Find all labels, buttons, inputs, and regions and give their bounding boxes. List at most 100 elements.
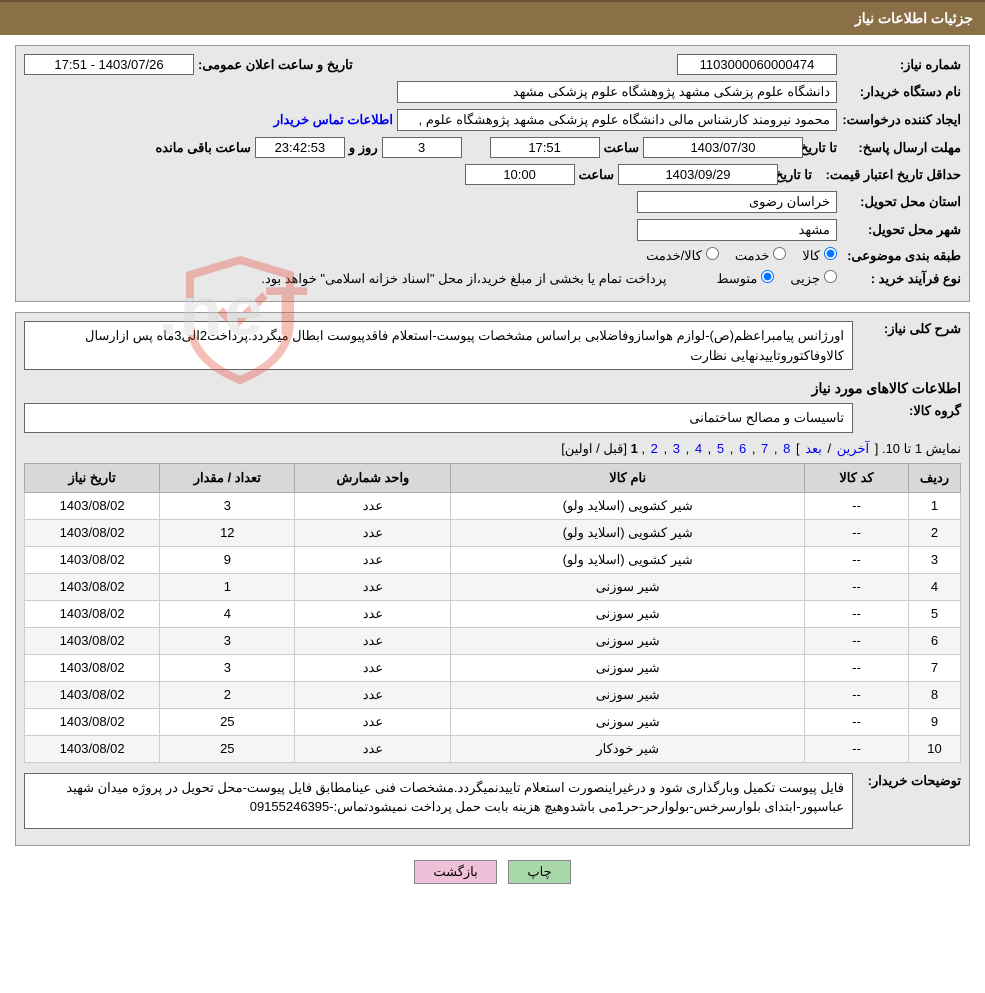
table-cell: 1403/08/02	[25, 546, 160, 573]
page-7-link[interactable]: 7	[761, 441, 768, 456]
cat-goods-option[interactable]: کالا	[802, 247, 837, 264]
table-cell: 1403/08/02	[25, 654, 160, 681]
deadline-date: 1403/07/30	[643, 137, 803, 158]
need-no-label: شماره نیاز:	[841, 57, 961, 73]
cat-goods-radio[interactable]	[824, 247, 837, 260]
table-cell: 1403/08/02	[25, 519, 160, 546]
table-cell: شیر سوزنی	[451, 681, 805, 708]
goods-table: ردیف کد کالا نام کالا واحد شمارش تعداد /…	[24, 463, 961, 763]
page-4-link[interactable]: 4	[695, 441, 702, 456]
days-and-label: روز و	[349, 140, 378, 156]
to-date-label-2: تا تاریخ:	[782, 167, 812, 183]
table-cell: 1403/08/02	[25, 492, 160, 519]
table-cell: --	[805, 519, 909, 546]
buyer-contact-link[interactable]: اطلاعات تماس خریدار	[274, 112, 393, 128]
page-8-link[interactable]: 8	[783, 441, 790, 456]
print-button[interactable]: چاپ	[508, 860, 570, 884]
cat-both-option[interactable]: کالا/خدمت	[646, 247, 719, 264]
category-label: طبقه بندی موضوعی:	[841, 248, 961, 264]
table-cell: 1403/08/02	[25, 681, 160, 708]
table-cell: --	[805, 600, 909, 627]
table-cell: شیر سوزنی	[451, 708, 805, 735]
page-next-link[interactable]: بعد	[805, 441, 822, 456]
back-button[interactable]: بازگشت	[414, 860, 496, 884]
page-6-link[interactable]: 6	[739, 441, 746, 456]
table-cell: --	[805, 681, 909, 708]
countdown-value: 23:42:53	[255, 137, 345, 158]
process-label: نوع فرآیند خرید :	[841, 271, 961, 287]
proc-medium-radio[interactable]	[761, 270, 774, 283]
announce-value: 1403/07/26 - 17:51	[24, 54, 194, 75]
table-cell: --	[805, 735, 909, 762]
need-no-value: 1103000060000474	[677, 54, 837, 75]
table-cell: 1403/08/02	[25, 627, 160, 654]
pagination-showing: نمایش 1 تا 10.	[882, 441, 961, 456]
buyer-label: نام دستگاه خریدار:	[841, 84, 961, 100]
table-cell: عدد	[295, 735, 451, 762]
page-last-link[interactable]: آخرین	[837, 441, 869, 456]
buyer-notes-label: توضیحات خریدار:	[861, 773, 961, 789]
table-cell: عدد	[295, 627, 451, 654]
table-cell: 3	[160, 627, 295, 654]
table-cell: 1403/08/02	[25, 573, 160, 600]
table-cell: شیر سوزنی	[451, 627, 805, 654]
th-date: تاریخ نیاز	[25, 463, 160, 492]
page-first-text: اولین	[565, 441, 593, 456]
cat-service-option[interactable]: خدمت	[735, 247, 787, 264]
table-cell: 3	[160, 492, 295, 519]
table-row: 1--شیر کشویی (اسلاید ولو)عدد31403/08/02	[25, 492, 961, 519]
table-cell: 8	[909, 681, 961, 708]
table-cell: 1403/08/02	[25, 600, 160, 627]
table-cell: 3	[909, 546, 961, 573]
table-cell: --	[805, 546, 909, 573]
th-code: کد کالا	[805, 463, 909, 492]
table-cell: عدد	[295, 573, 451, 600]
table-cell: --	[805, 708, 909, 735]
proc-medium-option[interactable]: متوسط	[716, 270, 774, 287]
table-cell: 4	[909, 573, 961, 600]
table-cell: شیر سوزنی	[451, 654, 805, 681]
table-cell: --	[805, 627, 909, 654]
group-label: گروه کالا:	[861, 403, 961, 419]
pagination: نمایش 1 تا 10. [ آخرین / بعد ] 8 , 7 , 6…	[24, 441, 961, 457]
cat-service-radio[interactable]	[773, 247, 786, 260]
page-2-link[interactable]: 2	[651, 441, 658, 456]
table-cell: 7	[909, 654, 961, 681]
footer-buttons: چاپ بازگشت	[0, 860, 985, 884]
table-cell: شیر کشویی (اسلاید ولو)	[451, 546, 805, 573]
table-cell: شیر سوزنی	[451, 600, 805, 627]
validity-time: 10:00	[465, 164, 575, 185]
th-qty: تعداد / مقدار	[160, 463, 295, 492]
table-cell: 1403/08/02	[25, 708, 160, 735]
cat-both-radio[interactable]	[706, 247, 719, 260]
table-cell: 5	[909, 600, 961, 627]
page-3-link[interactable]: 3	[673, 441, 680, 456]
announce-label: تاریخ و ساعت اعلان عمومی:	[198, 57, 353, 73]
proc-small-option[interactable]: جزیی	[790, 270, 837, 287]
buyer-notes-text: فایل پیوست تکمیل وبارگذاری شود و درغیرای…	[24, 773, 853, 829]
table-cell: عدد	[295, 600, 451, 627]
page-current: 1	[631, 441, 638, 456]
remaining-label: ساعت باقی مانده	[155, 140, 250, 156]
time-label-1: ساعت	[604, 140, 639, 156]
table-cell: عدد	[295, 492, 451, 519]
deadline-time: 17:51	[490, 137, 600, 158]
validity-label: حداقل تاریخ اعتبار قیمت:	[816, 167, 961, 183]
table-cell: 9	[160, 546, 295, 573]
table-row: 8--شیر سوزنیعدد21403/08/02	[25, 681, 961, 708]
page-header: جزئیات اطلاعات نیاز	[0, 0, 985, 35]
requester-value: محمود نیرومند کارشناس مالی دانشگاه علوم …	[397, 109, 837, 131]
page-5-link[interactable]: 5	[717, 441, 724, 456]
proc-small-radio[interactable]	[824, 270, 837, 283]
city-label: شهر محل تحویل:	[841, 222, 961, 238]
table-row: 7--شیر سوزنیعدد31403/08/02	[25, 654, 961, 681]
days-remaining: 3	[382, 137, 462, 158]
city-value: مشهد	[637, 219, 837, 241]
table-cell: 25	[160, 735, 295, 762]
table-row: 5--شیر سوزنیعدد41403/08/02	[25, 600, 961, 627]
table-cell: 9	[909, 708, 961, 735]
table-cell: --	[805, 654, 909, 681]
table-row: 9--شیر سوزنیعدد251403/08/02	[25, 708, 961, 735]
requester-label: ایجاد کننده درخواست:	[841, 112, 961, 128]
table-cell: 2	[160, 681, 295, 708]
